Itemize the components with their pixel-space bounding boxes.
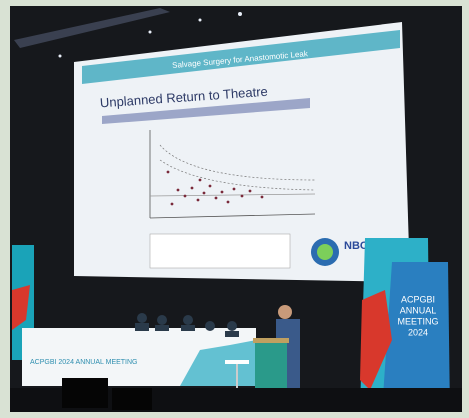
slide-legend xyxy=(150,234,290,268)
panelist xyxy=(137,313,147,323)
point xyxy=(203,192,206,195)
point xyxy=(184,195,187,198)
point xyxy=(191,187,194,190)
light xyxy=(59,55,62,58)
point xyxy=(221,191,224,194)
scene: Salvage Surgery for Anastomotic Leak Unp… xyxy=(0,0,469,418)
right-banner-text: 2024 xyxy=(408,327,428,337)
page: {"slide": {"header": "Salvage Surgery fo… xyxy=(0,0,469,418)
point xyxy=(241,195,244,198)
point xyxy=(261,196,264,199)
point xyxy=(197,199,200,202)
panelist xyxy=(135,323,149,331)
panelist xyxy=(227,321,237,331)
panelist xyxy=(181,325,195,331)
stage-monitor xyxy=(62,378,108,408)
point xyxy=(167,171,170,174)
speaker-head xyxy=(278,305,292,319)
light xyxy=(238,12,242,16)
panelist xyxy=(225,331,239,337)
side-table xyxy=(225,360,249,364)
point xyxy=(249,190,252,193)
table-banner-text: ACPGBI 2024 ANNUAL MEETING xyxy=(30,359,138,366)
right-banner-text: MEETING xyxy=(397,316,438,326)
logo-center xyxy=(317,244,333,260)
panelist xyxy=(157,315,167,325)
right-banner-text: ACPGBI xyxy=(401,294,435,304)
side-table-leg xyxy=(236,364,238,388)
point xyxy=(215,197,218,200)
stage-monitor xyxy=(112,388,152,410)
light xyxy=(199,19,202,22)
point xyxy=(209,185,212,188)
light xyxy=(149,31,152,34)
panelist xyxy=(205,321,215,331)
point xyxy=(171,203,174,206)
right-banner-text: ANNUAL xyxy=(400,305,437,315)
point xyxy=(233,188,236,191)
point xyxy=(227,201,230,204)
panelist xyxy=(183,315,193,325)
point xyxy=(177,189,180,192)
point xyxy=(199,179,202,182)
podium-top xyxy=(253,338,289,343)
panelist xyxy=(155,325,169,331)
